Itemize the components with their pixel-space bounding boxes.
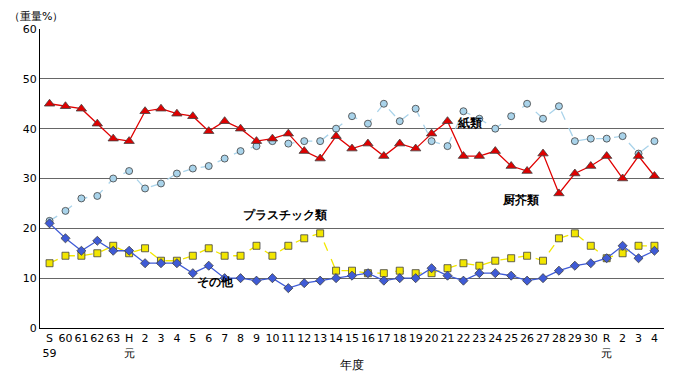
svg-text:R元: R元	[601, 332, 612, 359]
svg-text:15: 15	[345, 332, 359, 345]
svg-text:10: 10	[265, 332, 279, 345]
svg-text:60: 60	[23, 23, 37, 36]
svg-text:17: 17	[377, 332, 391, 345]
svg-text:11: 11	[281, 332, 295, 345]
svg-text:20: 20	[425, 332, 439, 345]
svg-text:プラスチック類: プラスチック類	[243, 208, 327, 222]
svg-text:28: 28	[552, 332, 566, 345]
svg-text:7: 7	[221, 332, 228, 345]
svg-text:年度: 年度	[340, 358, 364, 372]
svg-text:23: 23	[472, 332, 486, 345]
svg-text:30: 30	[23, 172, 37, 185]
svg-text:20: 20	[23, 222, 37, 235]
svg-text:10: 10	[23, 272, 37, 285]
svg-text:27: 27	[536, 332, 550, 345]
svg-text:紙類: 紙類	[457, 116, 482, 130]
svg-text:21: 21	[441, 332, 455, 345]
svg-text:0: 0	[30, 322, 37, 335]
svg-text:その他: その他	[197, 275, 234, 289]
svg-text:6: 6	[205, 332, 212, 345]
svg-text:4: 4	[173, 332, 180, 345]
svg-text:13: 13	[313, 332, 327, 345]
svg-text:8: 8	[237, 332, 244, 345]
svg-text:2: 2	[142, 332, 149, 345]
svg-text:61: 61	[74, 332, 88, 345]
svg-text:62: 62	[90, 332, 104, 345]
svg-text:26: 26	[520, 332, 534, 345]
svg-text:3: 3	[157, 332, 164, 345]
svg-text:2: 2	[619, 332, 626, 345]
svg-text:24: 24	[488, 332, 502, 345]
svg-text:40: 40	[23, 123, 37, 136]
svg-text:5: 5	[189, 332, 196, 345]
svg-text:29: 29	[568, 332, 582, 345]
svg-text:9: 9	[253, 332, 260, 345]
svg-text:14: 14	[329, 332, 343, 345]
svg-text:60: 60	[58, 332, 72, 345]
svg-text:3: 3	[635, 332, 642, 345]
svg-text:25: 25	[504, 332, 518, 345]
svg-text:19: 19	[409, 332, 423, 345]
svg-text:18: 18	[393, 332, 407, 345]
svg-text:63: 63	[106, 332, 120, 345]
svg-text:（重量%）: （重量%）	[9, 10, 63, 23]
svg-text:50: 50	[23, 73, 37, 86]
svg-text:12: 12	[297, 332, 311, 345]
svg-text:S59: S59	[43, 332, 57, 359]
svg-text:4: 4	[651, 332, 658, 345]
svg-text:30: 30	[584, 332, 598, 345]
svg-text:16: 16	[361, 332, 375, 345]
svg-text:厨芥類: 厨芥類	[502, 193, 539, 207]
svg-text:22: 22	[456, 332, 470, 345]
svg-text:H元: H元	[124, 332, 135, 359]
